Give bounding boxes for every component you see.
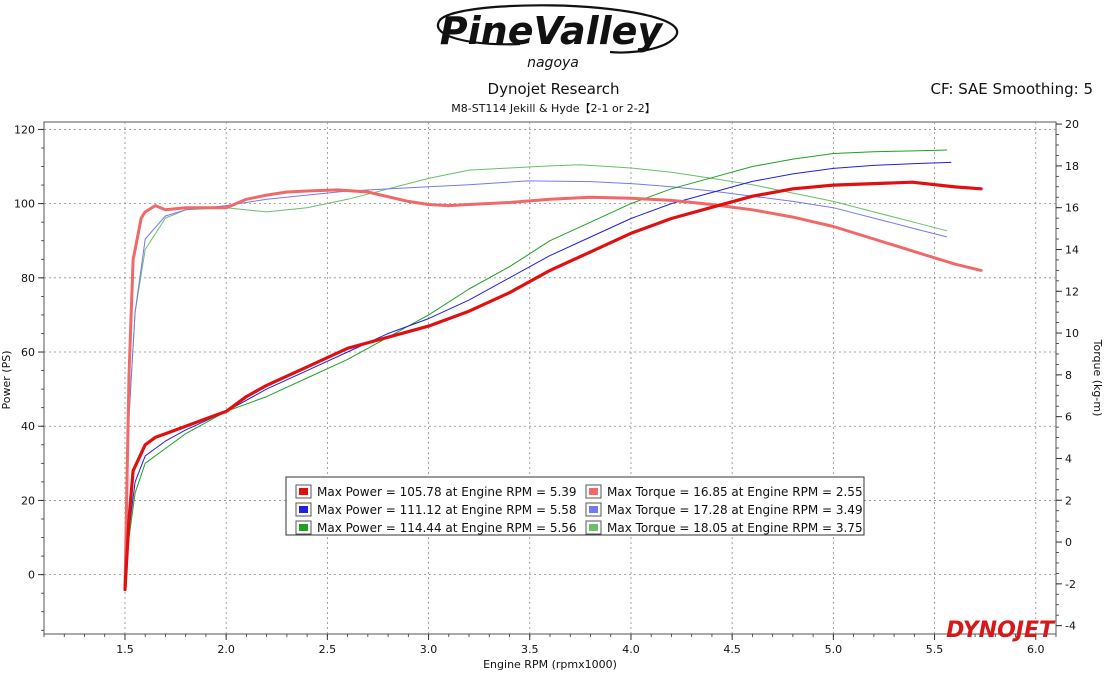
power-series-line [123,180,983,592]
legend-swatch [589,506,598,513]
x-tick-label: 3.5 [521,643,539,656]
legend-swatch [589,488,598,495]
y-tick-label: 60 [21,346,35,359]
x-tick-label: 2.0 [217,643,235,656]
legend-box [285,476,865,536]
y2-tick-label: 12 [1065,285,1079,298]
grid-lines [44,122,1056,634]
y2-tick-label: 6 [1065,411,1072,424]
legend-label: Max Torque = 17.28 at Engine RPM = 3.49 [607,503,863,517]
y-tick-label: 80 [21,272,35,285]
y-tick-label: 0 [28,569,35,582]
legend-swatch [299,488,308,495]
pinevalley-logo: PineValley nagoya [436,4,679,71]
x-axis-label: Engine RPM (rpmx1000) [483,658,617,671]
legend-swatch [299,524,308,531]
torque-series-line [124,164,948,585]
y2-tick-label: 4 [1065,452,1072,465]
torque-series-line [124,180,948,585]
y-axis-label: Power (PS) [0,351,13,410]
y2-tick-label: 16 [1065,202,1079,215]
dynojet-brand-text: DYNOJET [946,618,1056,643]
y2-tick-label: 0 [1065,536,1072,549]
legend-label: Max Power = 105.78 at Engine RPM = 5.39 [317,485,577,499]
x-tick-label: 2.5 [319,643,337,656]
data-series [123,149,983,592]
legend-label: Max Torque = 16.85 at Engine RPM = 2.55 [607,485,863,499]
power-series-line [124,161,952,590]
y2-tick-label: 8 [1065,369,1072,382]
y2-tick-label: -4 [1065,620,1076,633]
torque-series-line [123,188,983,590]
y-tick-label: 100 [14,198,35,211]
y2-tick-label: 14 [1065,243,1079,256]
power-series-line [124,149,948,590]
legend-label: Max Torque = 18.05 at Engine RPM = 3.75 [607,521,863,535]
chart-title: Dynojet Research [487,80,620,98]
legend-label: Max Power = 111.12 at Engine RPM = 5.58 [317,503,577,517]
logo-subtext: nagoya [527,55,579,71]
legend: Max Power = 105.78 at Engine RPM = 5.39 M… [285,476,865,536]
y2-tick-label: 10 [1065,327,1079,340]
y-tick-label: 20 [21,494,35,507]
logo-text: PineValley [440,9,665,53]
x-tick-label: 1.5 [116,643,134,656]
x-tick-label: 6.0 [1027,643,1045,656]
y-tick-label: 40 [21,420,35,433]
legend-label: Max Power = 114.44 at Engine RPM = 5.56 [317,521,577,535]
dynojet-brand: DYNOJET [946,618,1056,643]
y2-tick-label: -2 [1065,578,1076,591]
y2-tick-label: 18 [1065,160,1079,173]
x-tick-label: 4.0 [622,643,640,656]
x-tick-label: 5.5 [926,643,944,656]
x-tick-label: 3.0 [420,643,438,656]
legend-swatch [589,524,598,531]
x-tick-label: 4.5 [723,643,741,656]
correction-factor-label: CF: SAE Smoothing: 5 [930,80,1093,98]
chart-subtitle: M8-ST114 Jekill & Hyde【2-1 or 2-2】 [451,102,656,115]
legend-swatch [299,506,308,513]
y2-tick-label: 2 [1065,494,1072,507]
y-tick-label: 120 [14,123,35,136]
y2-axis-label: Torque (kg-m) [1091,339,1104,417]
y2-tick-label: 20 [1065,118,1079,131]
axes: 1.5 2.0 2.5 3.0 3.5 4.0 4.5 5.0 5.5 6.00204060801… [14,118,1079,656]
x-tick-label: 5.0 [825,643,843,656]
